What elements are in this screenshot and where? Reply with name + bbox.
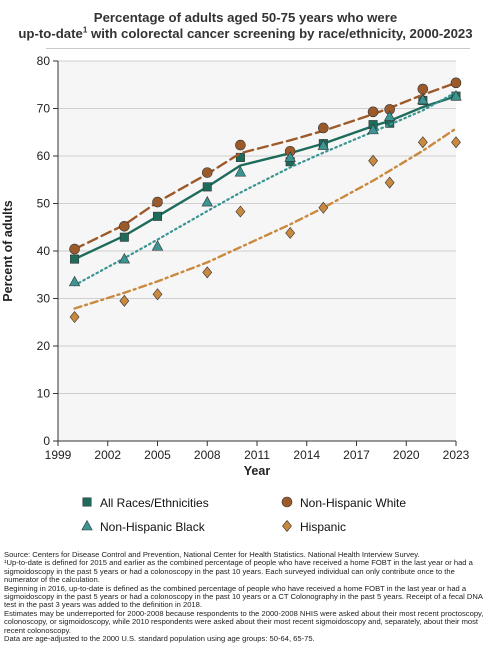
data-point-hispanic-2023 [451,136,461,149]
data-point-non-hispanic-white-2000 [69,243,80,255]
y-tick-label-70: 70 [37,102,51,116]
data-point-non-hispanic-white-2008 [201,167,213,178]
data-point-non-hispanic-white-2021 [417,83,429,95]
data-point-non-hispanic-black-2023 [450,90,462,101]
title-divider [46,48,470,49]
y-tick-label-60: 60 [37,149,51,163]
y-tick-label-20: 20 [37,339,51,353]
data-point-hispanic-2018 [368,154,378,167]
x-tick-label-2014: 2014 [293,448,320,462]
chart-title-line1: Percentage of adults aged 50-75 years wh… [93,10,398,25]
data-point-non-hispanic-black-2021 [417,93,429,105]
legend-marker-shape-all-races-ethnicities [82,497,92,507]
legend-item-hispanic: Hispanic [280,519,346,534]
note-2016-definition: Beginning in 2016, up-to-date is defined… [4,583,483,610]
legend-marker-non-hispanic-black [81,519,93,531]
data-point-hispanic-2013 [285,226,296,239]
data-point-non-hispanic-black-2003 [118,252,131,264]
legend-label-non-hispanic-white: Non-Hispanic White [300,496,407,510]
series-non-hispanic-black [68,90,462,287]
trend-line-non-hispanic-black [73,91,458,287]
data-point-hispanic-2021 [417,136,428,149]
data-point-non-hispanic-white-2010 [235,139,246,151]
data-point-hispanic-2010 [235,205,246,218]
data-point-non-hispanic-black-2019 [383,110,396,121]
data-point-all-races-ethnicities-2005 [153,211,163,221]
series-non-hispanic-white [69,77,462,255]
data-point-hispanic-2003 [119,294,130,307]
chart: 0 10 20 30 40 50 60 70 80 1999 2002 2005 2008 2011 201… [1,54,470,478]
data-point-hispanic-2008 [202,266,213,279]
data-point-all-races-ethnicities-2003 [119,232,129,242]
data-point-non-hispanic-black-2010 [234,166,247,177]
note-underreporting: Estimates may be underreported for 2000-… [4,608,484,635]
data-point-non-hispanic-black-2000 [68,275,81,287]
chart-title-line2: up-to-date1 with colorectal cancer scree… [0,26,491,42]
legend-marker-non-hispanic-white [281,496,293,508]
data-point-non-hispanic-black-2008 [201,195,213,207]
y-tick-label-10: 10 [37,387,51,401]
data-point-non-hispanic-white-2015 [318,122,329,134]
chart-title-line2-post: with colorectal cancer screening by race… [87,26,473,41]
x-tick-label-2011: 2011 [244,448,270,462]
legend-label-non-hispanic-black: Non-Hispanic Black [100,520,205,534]
legend-item-non-hispanic-black: Non-Hispanic Black [80,519,205,534]
y-tick-label-50: 50 [37,197,51,211]
chart-title: Percentage of adults aged 50-75 years wh… [0,10,491,42]
x-tick-label-2002: 2002 [94,448,121,462]
x-tick-label-2005: 2005 [144,448,171,462]
data-point-all-races-ethnicities-2008 [202,182,212,192]
data-point-hispanic-2005 [152,288,163,301]
data-point-non-hispanic-black-2005 [151,240,164,251]
y-tick-label-80: 80 [37,54,51,68]
x-tick-label-2008: 2008 [194,448,221,462]
x-tick-label-1999: 1999 [45,448,72,462]
legend-label-hispanic: Hispanic [300,520,347,534]
legend-item-all-races-ethnicities: All Races/Ethnicities [80,495,209,510]
y-tick-label-40: 40 [37,244,51,258]
x-axis-label: Year [244,464,271,478]
legend-marker-shape-non-hispanic-black [81,519,93,531]
trend-line-non-hispanic-white [73,81,458,251]
trend-line-hispanic [73,127,458,310]
y-axis-label: Percent of adults [1,200,15,301]
legend-item-non-hispanic-white: Non-Hispanic White [280,495,406,510]
data-point-non-hispanic-white-2005 [152,196,163,208]
y-tick-label-30: 30 [37,292,51,306]
series-hispanic [69,127,461,323]
note-footnote-1: ¹Up-to-date is defined for 2015 and earl… [4,558,473,585]
x-tick-label-2020: 2020 [393,448,420,462]
legend-marker-all-races-ethnicities [82,497,92,507]
data-point-non-hispanic-white-2018 [367,106,379,118]
data-point-hispanic-2019 [384,176,395,189]
legend-marker-shape-non-hispanic-white [281,496,293,508]
legend-label-all-races-ethnicities: All Races/Ethnicities [100,496,209,510]
data-point-hispanic-2000 [69,311,80,323]
data-point-hispanic-2015 [318,201,329,214]
data-point-non-hispanic-white-2023 [450,77,462,89]
legend-marker-shape-hispanic [282,520,292,532]
data-point-all-races-ethnicities-2010 [235,152,245,162]
data-point-all-races-ethnicities-2000 [70,254,80,264]
note-age-adjustment: Data are age-adjusted to the 2000 U.S. s… [4,634,315,644]
chart-title-line2-pre: up-to-date [18,26,83,41]
legend-marker-hispanic [282,520,292,532]
footnote-marker: 1 [82,25,88,35]
chart-notes: Source: Centers for Disease Control and … [4,550,488,644]
data-point-non-hispanic-black-2013 [284,151,296,162]
data-point-non-hispanic-black-2018 [367,123,379,135]
x-tick-label-2017: 2017 [343,448,370,462]
data-point-non-hispanic-black-2015 [317,139,330,150]
data-point-non-hispanic-white-2003 [119,221,130,232]
y-tick-label-0: 0 [43,434,50,448]
x-tick-label-2023: 2023 [443,448,470,462]
note-source: Source: Centers for Disease Control and … [4,550,420,559]
